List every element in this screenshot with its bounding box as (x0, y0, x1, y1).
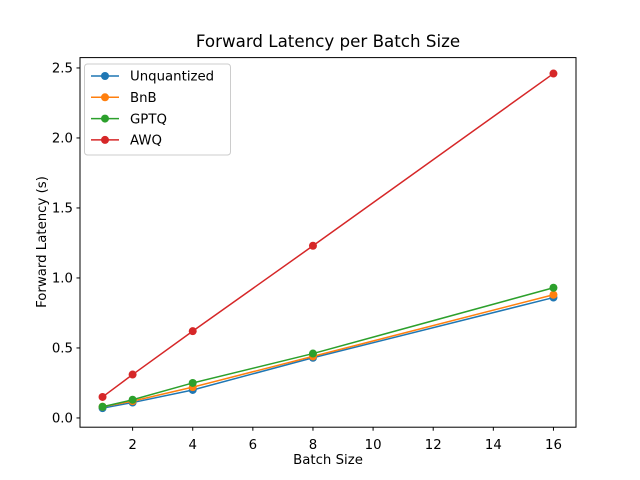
x-tick-label: 4 (188, 438, 196, 453)
data-point-GPTQ (188, 378, 197, 387)
x-axis-label: Batch Size (293, 453, 363, 468)
data-point-AWQ (188, 327, 197, 336)
y-tick-label: 1.0 (52, 272, 73, 287)
legend-marker (101, 93, 109, 102)
x-tick-label: 10 (365, 438, 382, 453)
legend-label-AWQ: AWQ (130, 134, 162, 149)
data-point-BnB (549, 290, 558, 299)
y-tick-label: 2.5 (52, 62, 73, 77)
data-point-AWQ (128, 370, 137, 379)
data-point-AWQ (549, 69, 558, 78)
x-tick-label: 2 (128, 438, 136, 453)
x-tick-label: 6 (249, 438, 257, 453)
plot-area: 2 4 6 8 10 12 14 16 0.0 0.5 1.0 1.5 2.0 2.5 (52, 57, 577, 453)
y-axis-label: Forward Latency (s) (35, 176, 50, 308)
y-tick-label: 1.5 (52, 202, 73, 217)
legend: Unquantized BnB GPTQ AWQ (84, 63, 231, 156)
y-tick-label: 0.0 (52, 412, 73, 427)
legend-marker (101, 135, 109, 144)
legend-box (84, 63, 231, 156)
data-point-AWQ (308, 241, 317, 250)
x-tick-label: 16 (545, 438, 562, 453)
legend-marker (101, 114, 109, 123)
chart-title: Forward Latency per Batch Size (196, 31, 460, 51)
data-point-GPTQ (549, 283, 558, 292)
data-point-AWQ (98, 392, 107, 401)
y-tick-label: 0.5 (52, 342, 73, 357)
y-tick-label: 2.0 (52, 132, 73, 147)
data-point-GPTQ (128, 395, 137, 404)
x-tick-label: 8 (309, 438, 317, 453)
legend-label-BnB: BnB (130, 91, 157, 106)
x-tick-label: 12 (425, 438, 442, 453)
data-point-GPTQ (308, 349, 317, 358)
legend-label-GPTQ: GPTQ (130, 112, 167, 127)
legend-label-Unquantized: Unquantized (130, 70, 214, 85)
data-point-GPTQ (98, 402, 107, 411)
legend-marker (101, 72, 109, 80)
x-tick-label: 14 (485, 438, 502, 453)
plot-border (79, 57, 577, 428)
